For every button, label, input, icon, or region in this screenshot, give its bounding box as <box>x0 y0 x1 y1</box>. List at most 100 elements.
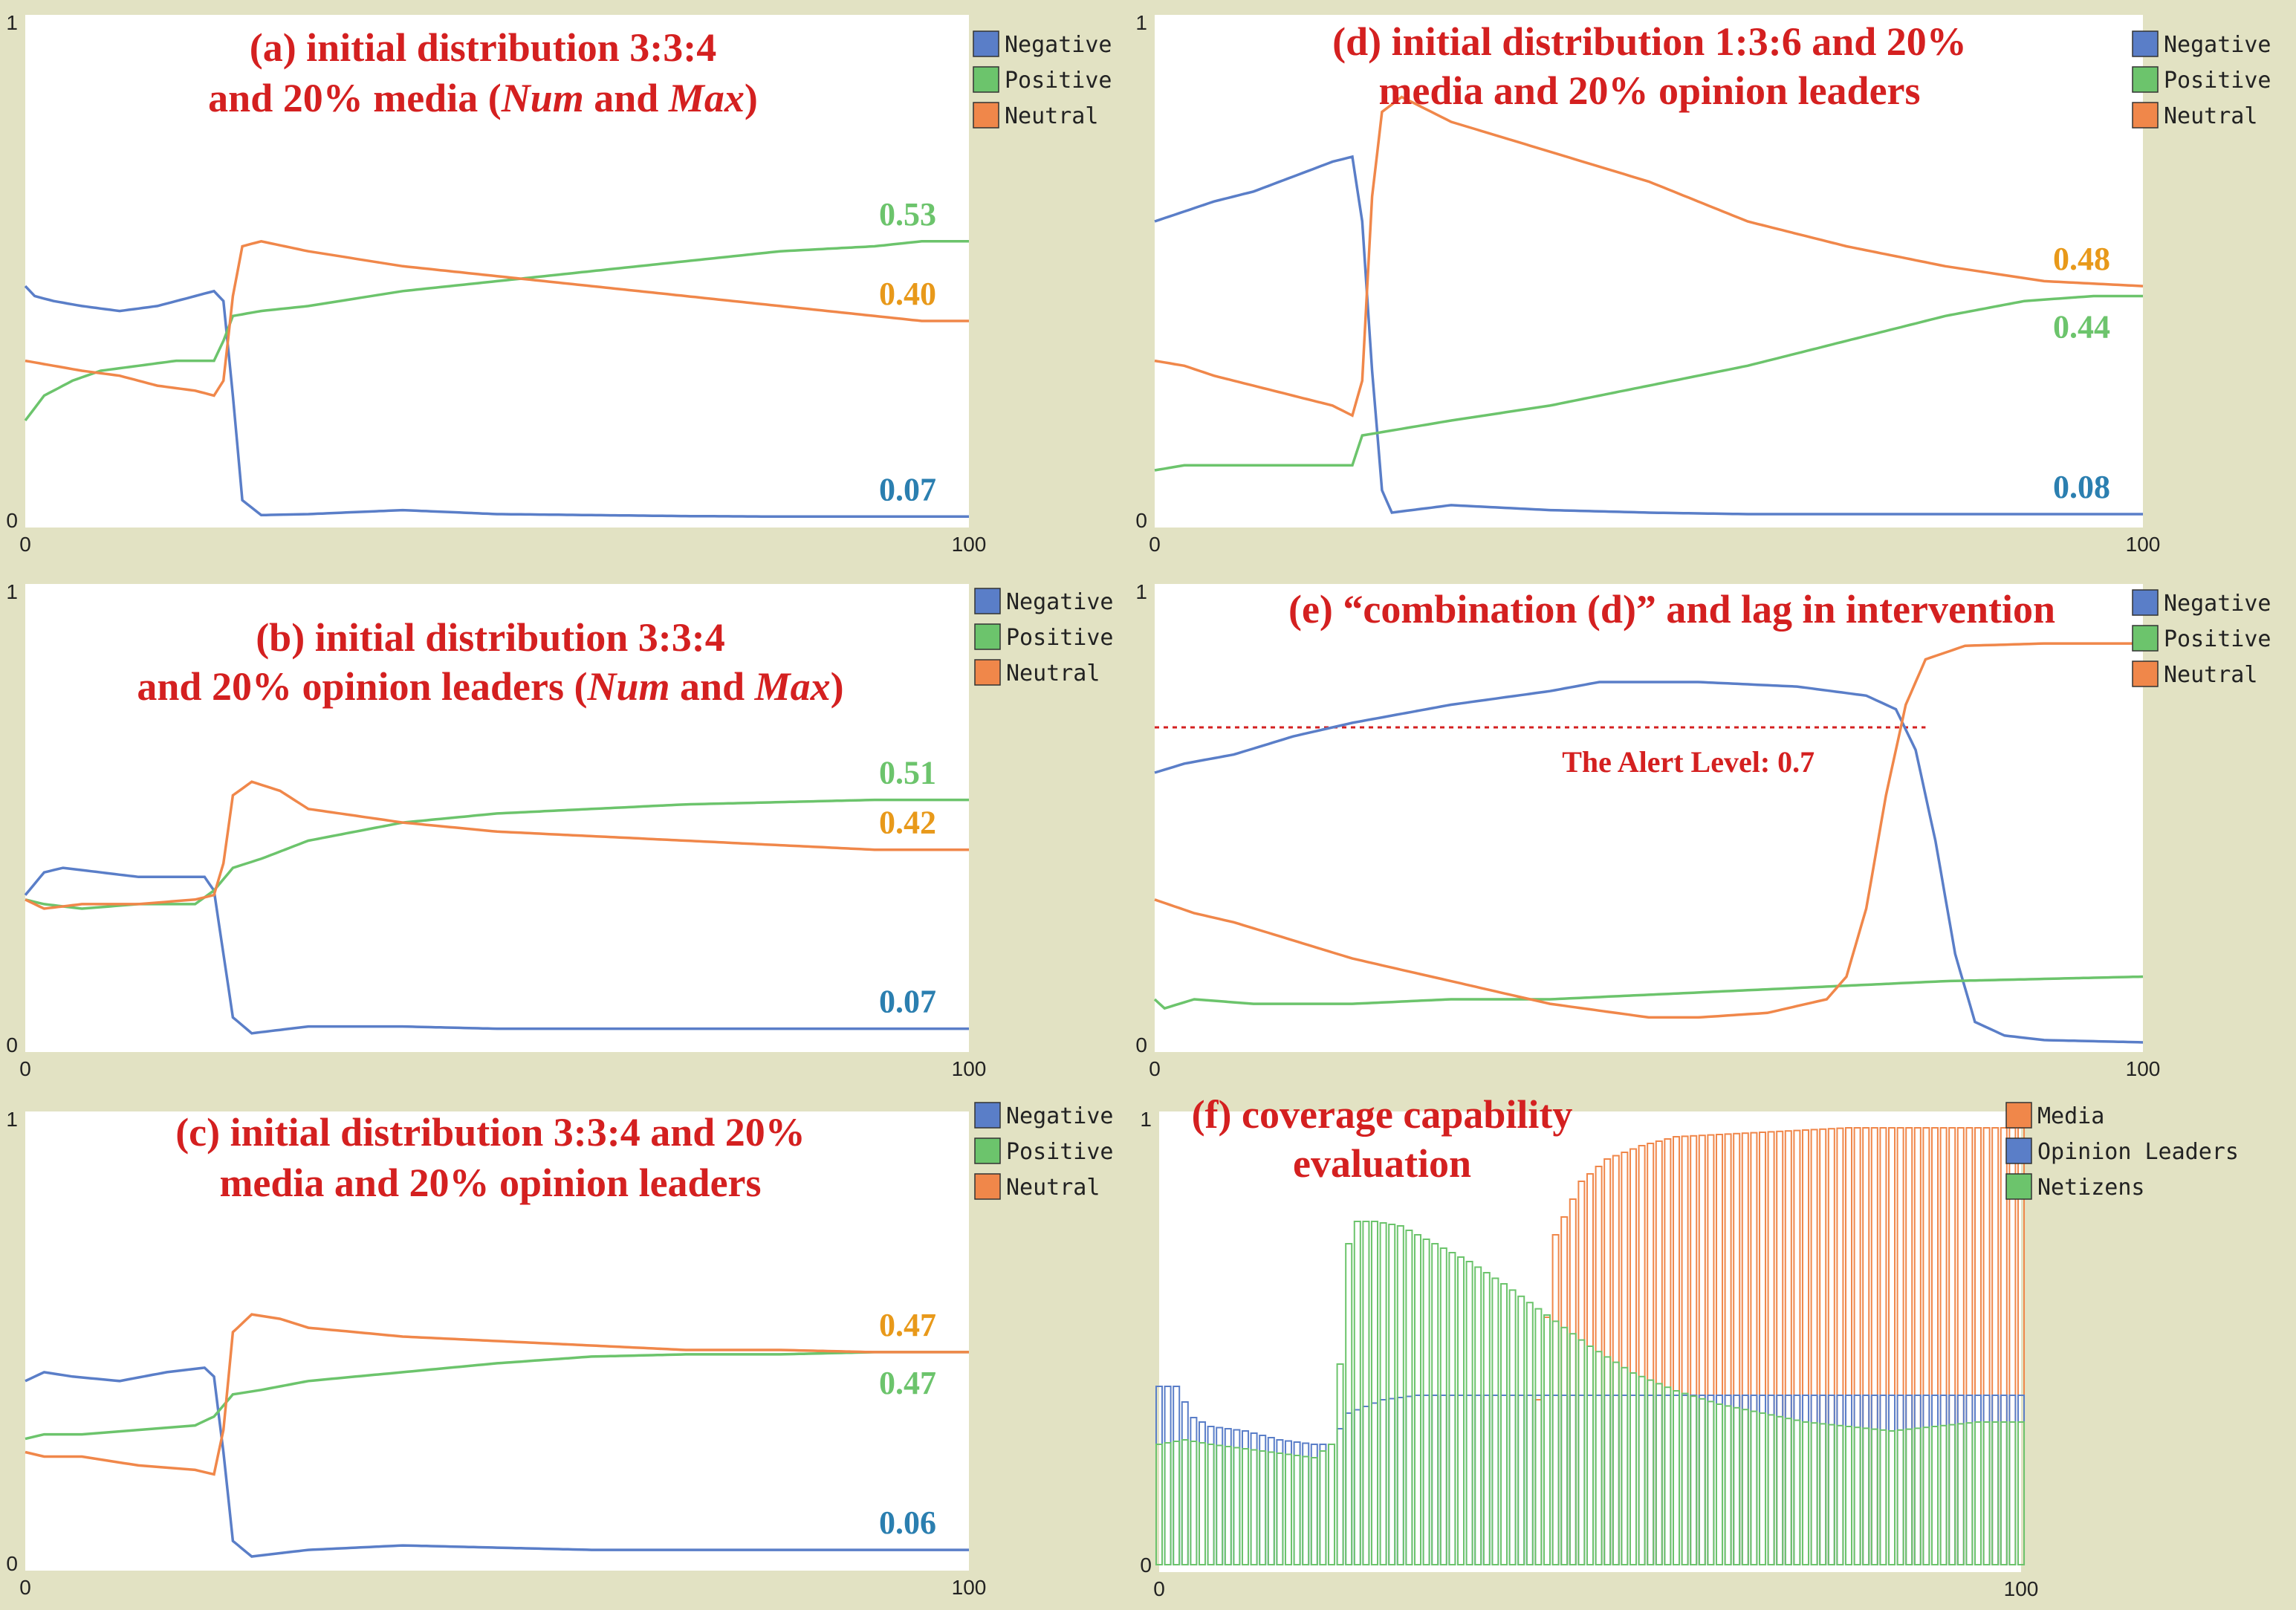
bar-netizens <box>1345 1243 1353 1565</box>
bar-netizens <box>1930 1426 1939 1565</box>
legend-label-negative: Negative <box>1005 32 1112 58</box>
bar-netizens <box>1224 1446 1232 1565</box>
legend-label-opinion_leaders: Opinion Leaders <box>2037 1139 2239 1165</box>
bar-netizens <box>1939 1424 1948 1565</box>
panel-f: 0 1 0 100 (f) coverage capability evaluation M… <box>1129 1089 2289 1602</box>
alert-label: The Alert Level: 0.7 <box>1562 745 1815 779</box>
y-tick-label: 1 <box>1140 1108 1152 1131</box>
x-tick-label: 0 <box>19 1057 31 1080</box>
bar-netizens <box>1698 1398 1706 1565</box>
end-value-label-neutral: 0.40 <box>879 276 936 312</box>
bar-netizens <box>1827 1424 1835 1565</box>
series-line-neutral <box>1154 95 2144 418</box>
bar-netizens <box>1164 1442 1172 1565</box>
legend-swatch-neutral <box>2132 660 2159 687</box>
chart-d: 0 1 0 100 0.48 0.44 0.08 (d) initial distributi… <box>1135 11 2271 556</box>
title-text: and 20% opinion leaders ( <box>137 664 587 709</box>
legend-swatch-negative <box>2132 30 2159 57</box>
y-tick-label: 0 <box>6 509 18 532</box>
bar-netizens <box>1388 1224 1396 1565</box>
chart-title-line2: evaluation <box>1293 1141 1471 1186</box>
bar-netizens <box>1948 1424 1956 1565</box>
plot-area-a <box>25 15 969 528</box>
series-line-positive <box>1153 975 2144 1010</box>
panel-b: 0 1 0 100 0.51 0.42 0.07 (b) initial distributi… <box>6 577 1122 1082</box>
chart-title-line2: media and 20% opinion leaders <box>219 1161 761 1205</box>
legend-swatch-positive <box>973 66 999 93</box>
bar-netizens <box>1956 1423 1965 1565</box>
bar-netizens <box>1499 1283 1508 1565</box>
x-tick-label: 100 <box>2126 533 2161 556</box>
panel-c: 0 1 0 100 0.47 0.47 0.06 (c) initial distributi… <box>6 1089 1122 1602</box>
bar-netizens <box>1879 1429 1887 1565</box>
bar-netizens <box>1621 1366 1629 1565</box>
bar-netizens <box>2017 1421 2026 1565</box>
legend-label-neutral: Neutral <box>1006 660 1100 686</box>
legend-swatch-negative <box>2132 589 2159 616</box>
series-line-negative <box>24 866 969 1035</box>
legend-label-neutral: Neutral <box>1005 103 1098 129</box>
bar-netizens <box>1603 1356 1612 1565</box>
end-value-label-negative: 0.06 <box>879 1504 936 1541</box>
bar-netizens <box>1155 1444 1164 1565</box>
end-value-label-negative: 0.07 <box>879 471 936 507</box>
chart-a-svg: 0 1 0 100 0.53 0.40 0.07 (a) initial distributi… <box>6 11 1112 556</box>
chart-title-line1: (b) initial distribution 3:3:4 <box>256 615 725 660</box>
bar-netizens <box>1844 1426 1853 1565</box>
panel-d: 0 1 0 100 0.48 0.44 0.08 (d) initial distributi… <box>1129 11 2289 562</box>
x-tick-label: 0 <box>19 533 31 556</box>
chart-title-line1: (c) initial distribution 3:3:4 and 20% <box>175 1110 805 1155</box>
bar-netizens <box>1586 1346 1595 1565</box>
bar-netizens <box>1534 1308 1543 1565</box>
x-tick-label: 100 <box>2004 1577 2039 1600</box>
bar-netizens <box>1612 1361 1620 1565</box>
legend-swatch-positive <box>2132 66 2159 93</box>
bar-netizens <box>1302 1455 1310 1565</box>
bar-netizens <box>1655 1383 1663 1565</box>
x-tick-label: 100 <box>952 1057 987 1080</box>
bar-netizens <box>1422 1239 1430 1565</box>
bar-netizens <box>1370 1221 1379 1565</box>
bar-netizens <box>1233 1447 1241 1565</box>
bar-netizens <box>1413 1234 1422 1565</box>
bar-netizens <box>1250 1449 1258 1565</box>
bar-netizens <box>1801 1421 1810 1565</box>
bar-netizens <box>1276 1452 1284 1565</box>
series-line-negative <box>25 1366 969 1558</box>
plot-area-b <box>25 584 969 1052</box>
bar-netizens <box>1672 1390 1681 1565</box>
bar-netizens <box>1336 1363 1344 1565</box>
chart-title-line2: and 20% media (Num and Max) <box>208 76 758 120</box>
bar-netizens <box>1664 1386 1672 1566</box>
bar-netizens <box>1741 1409 1749 1566</box>
x-tick-label: 0 <box>1153 1577 1165 1600</box>
bar-netizens <box>1181 1439 1189 1565</box>
chart-title-line1: (f) coverage capability <box>1192 1092 1573 1137</box>
bar-netizens <box>1707 1400 1715 1565</box>
bar-netizens <box>1991 1421 2000 1565</box>
title-italic: Num <box>586 664 669 709</box>
bar-netizens <box>1810 1422 1818 1566</box>
legend-label-positive: Positive <box>1005 68 1112 94</box>
bar-netizens <box>1267 1451 1275 1565</box>
bar-netizens <box>1922 1426 1930 1566</box>
y-tick-label: 1 <box>1135 580 1147 603</box>
bar-netizens <box>1465 1261 1473 1565</box>
legend-label-neutral: Neutral <box>2164 662 2257 688</box>
x-tick-label: 0 <box>19 1576 31 1599</box>
bar-netizens <box>1595 1351 1603 1565</box>
x-tick-label: 100 <box>952 533 987 556</box>
bar-netizens <box>1793 1419 1801 1565</box>
bar-netizens <box>1259 1450 1267 1565</box>
bar-netizens <box>1431 1243 1439 1565</box>
bar-netizens <box>1353 1221 1361 1565</box>
bar-netizens <box>1405 1230 1413 1565</box>
legend-swatch-netizens <box>2005 1173 2032 1200</box>
series-line-positive <box>25 798 969 910</box>
title-text: ) <box>745 76 758 120</box>
series-line-negative <box>1154 155 2143 516</box>
legend-label-neutral: Neutral <box>2164 103 2257 129</box>
chart-d-svg: 0 1 0 100 0.48 0.44 0.08 (d) initial distributi… <box>1135 11 2271 556</box>
title-italic: Num <box>501 76 584 120</box>
